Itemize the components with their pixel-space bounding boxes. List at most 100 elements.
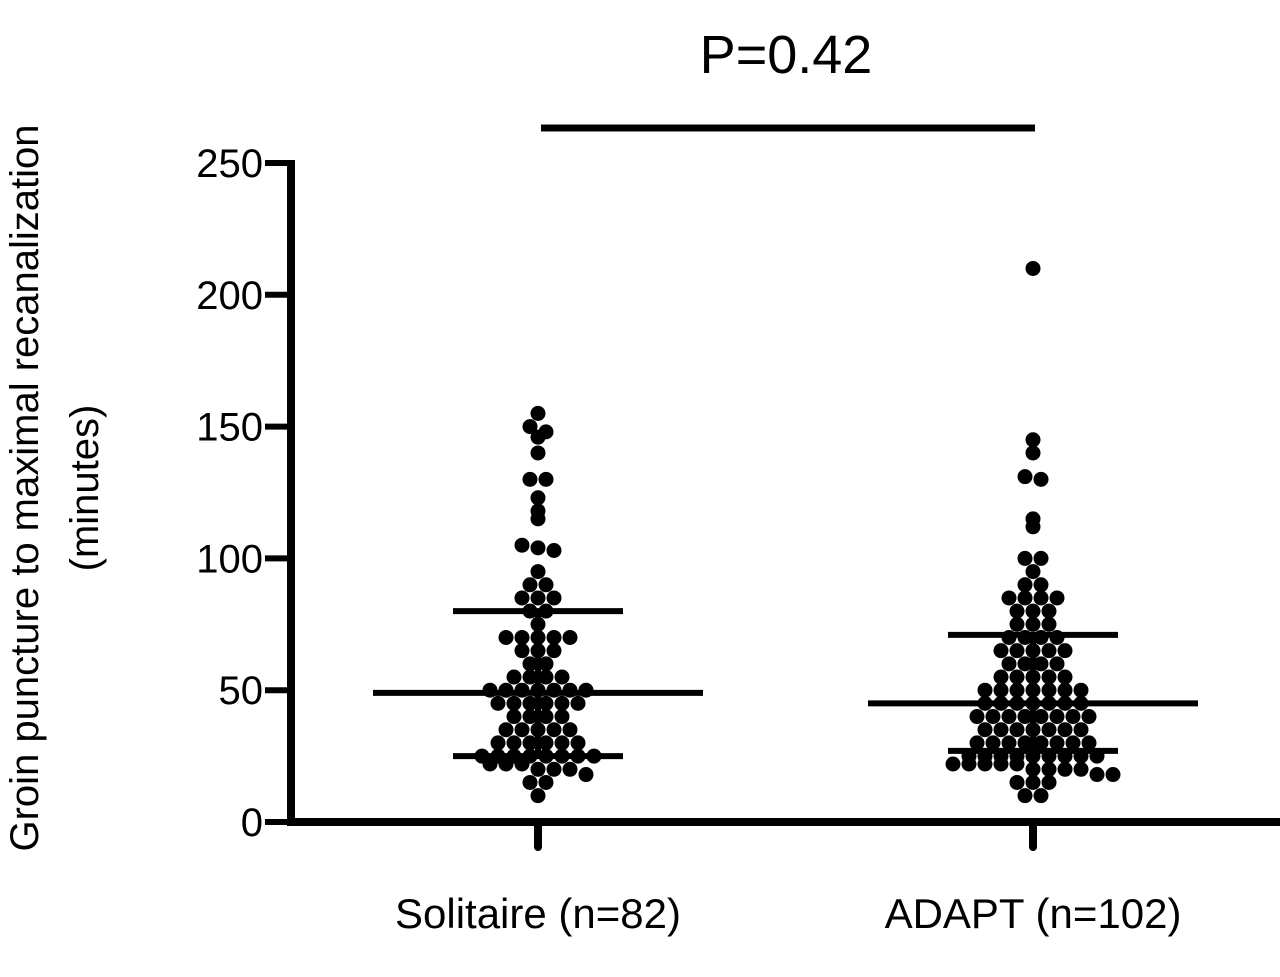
data-point bbox=[1033, 471, 1049, 487]
data-point bbox=[522, 709, 538, 725]
data-point bbox=[1041, 774, 1057, 790]
data-point bbox=[1105, 767, 1121, 783]
data-point bbox=[1017, 735, 1033, 751]
data-point bbox=[1001, 735, 1017, 751]
data-point bbox=[1049, 735, 1065, 751]
data-point bbox=[969, 709, 985, 725]
data-point bbox=[538, 774, 554, 790]
data-point bbox=[522, 669, 538, 685]
data-point bbox=[522, 577, 538, 593]
data-point bbox=[522, 471, 538, 487]
data-point bbox=[1009, 774, 1025, 790]
data-point bbox=[570, 695, 586, 711]
data-point bbox=[530, 590, 546, 606]
data-point bbox=[1025, 761, 1041, 777]
data-point bbox=[530, 445, 546, 461]
data-point bbox=[1057, 722, 1073, 738]
data-point bbox=[1057, 682, 1073, 698]
data-point bbox=[1057, 669, 1073, 685]
y-axis-label-line-1: Groin puncture to maximal recanalization bbox=[3, 124, 47, 851]
data-point bbox=[538, 669, 554, 685]
data-point bbox=[1081, 709, 1097, 725]
data-point bbox=[1025, 774, 1041, 790]
y-tick-label-150: 150 bbox=[196, 406, 263, 450]
data-point bbox=[498, 629, 514, 645]
x-axis-categories: Solitaire (n=82) ADAPT (n=102) bbox=[395, 890, 1181, 937]
data-point bbox=[538, 424, 554, 440]
data-point bbox=[1017, 709, 1033, 725]
median-iqr-bars bbox=[373, 608, 1198, 760]
data-point bbox=[977, 682, 993, 698]
data-point bbox=[985, 735, 1001, 751]
data-point bbox=[514, 590, 530, 606]
data-point bbox=[1041, 616, 1057, 632]
data-point bbox=[1009, 603, 1025, 619]
data-point bbox=[1017, 590, 1033, 606]
data-point bbox=[1041, 643, 1057, 659]
data-point bbox=[530, 405, 546, 421]
data-point bbox=[1049, 590, 1065, 606]
data-point bbox=[490, 695, 506, 711]
axes bbox=[287, 160, 1280, 851]
data-point bbox=[1081, 735, 1097, 751]
data-point bbox=[1065, 735, 1081, 751]
data-point bbox=[522, 774, 538, 790]
data-point bbox=[1049, 709, 1065, 725]
y-tick-label-250: 250 bbox=[196, 142, 263, 186]
data-point bbox=[1009, 722, 1025, 738]
data-point bbox=[554, 695, 570, 711]
data-point bbox=[1049, 656, 1065, 672]
category-label-2: ADAPT (n=102) bbox=[885, 890, 1182, 937]
data-point bbox=[1009, 682, 1025, 698]
data-point bbox=[514, 643, 530, 659]
data-point bbox=[538, 577, 554, 593]
data-point bbox=[530, 761, 546, 777]
data-point bbox=[498, 722, 514, 738]
data-point bbox=[1033, 788, 1049, 804]
data-point bbox=[1025, 603, 1041, 619]
data-point bbox=[1057, 643, 1073, 659]
y-tick-label-100: 100 bbox=[196, 537, 263, 581]
data-point bbox=[506, 709, 522, 725]
data-point bbox=[1041, 669, 1057, 685]
data-point bbox=[554, 709, 570, 725]
data-point bbox=[1001, 656, 1017, 672]
data-point bbox=[530, 540, 546, 556]
data-point bbox=[1041, 761, 1057, 777]
data-point bbox=[514, 537, 530, 553]
data-point bbox=[1033, 735, 1049, 751]
data-point bbox=[522, 695, 538, 711]
data-point bbox=[1033, 577, 1049, 593]
data-point bbox=[1073, 722, 1089, 738]
data-point bbox=[522, 656, 538, 672]
data-point bbox=[554, 669, 570, 685]
data-point bbox=[546, 629, 562, 645]
data-point bbox=[1025, 564, 1041, 580]
data-point bbox=[546, 722, 562, 738]
data-point bbox=[1025, 260, 1041, 276]
data-point bbox=[530, 564, 546, 580]
data-point bbox=[1009, 643, 1025, 659]
data-point bbox=[993, 643, 1009, 659]
data-point bbox=[554, 735, 570, 751]
data-point bbox=[578, 767, 594, 783]
data-point bbox=[522, 419, 538, 435]
data-point bbox=[1033, 709, 1049, 725]
data-point bbox=[1057, 761, 1073, 777]
data-point bbox=[1065, 709, 1081, 725]
data-point bbox=[993, 722, 1009, 738]
y-axis-label-line-2: (minutes) bbox=[63, 405, 107, 572]
data-point bbox=[1017, 656, 1033, 672]
data-point bbox=[570, 735, 586, 751]
data-point bbox=[1017, 550, 1033, 566]
data-point bbox=[1073, 761, 1089, 777]
data-point bbox=[1033, 590, 1049, 606]
data-point bbox=[1089, 767, 1105, 783]
data-point bbox=[1033, 656, 1049, 672]
data-point bbox=[530, 788, 546, 804]
data-point bbox=[945, 756, 961, 772]
data-point bbox=[538, 471, 554, 487]
data-point bbox=[506, 669, 522, 685]
data-point bbox=[562, 722, 578, 738]
